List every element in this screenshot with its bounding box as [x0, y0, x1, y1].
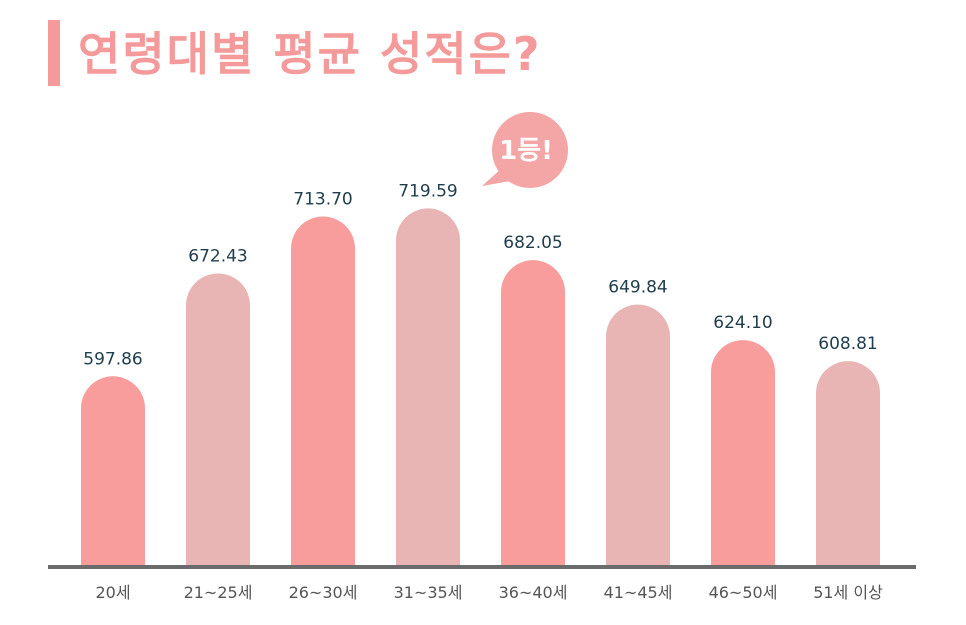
category-label: 31~35세 — [394, 583, 463, 602]
value-label: 608.81 — [818, 334, 877, 354]
category-label: 46~50세 — [709, 583, 778, 602]
category-label: 26~30세 — [289, 583, 358, 602]
bar — [711, 340, 775, 565]
value-label: 649.84 — [608, 278, 667, 298]
value-label: 682.05 — [503, 233, 562, 253]
category-label: 51세 이상 — [813, 583, 883, 602]
title-accent-bar — [48, 20, 60, 86]
callout-text: 1등! — [499, 136, 553, 166]
chart-title: 연령대별 평균 성적은? — [78, 27, 542, 81]
category-label: 36~40세 — [499, 583, 568, 602]
bar — [291, 216, 355, 565]
bar — [816, 361, 880, 565]
value-label: 597.86 — [83, 349, 142, 369]
value-label: 624.10 — [713, 313, 772, 333]
bar — [606, 304, 670, 565]
value-label: 719.59 — [398, 181, 457, 201]
bar — [501, 260, 565, 565]
x-axis-line — [48, 565, 916, 569]
value-label: 672.43 — [188, 246, 247, 266]
value-label: 713.70 — [293, 190, 352, 210]
callout-bubble — [482, 112, 568, 188]
category-label: 41~45세 — [604, 583, 673, 602]
category-label: 20세 — [95, 583, 130, 602]
bar — [81, 376, 145, 565]
bar — [396, 208, 460, 565]
bar — [186, 273, 250, 565]
category-label: 21~25세 — [184, 583, 253, 602]
